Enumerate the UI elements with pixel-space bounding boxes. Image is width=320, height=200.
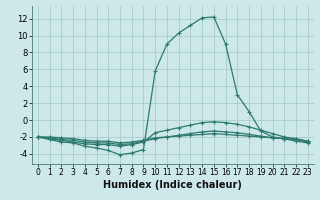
X-axis label: Humidex (Indice chaleur): Humidex (Indice chaleur) (103, 180, 242, 190)
